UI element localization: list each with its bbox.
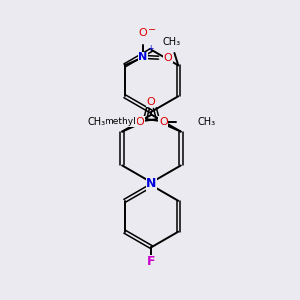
Text: O: O [159, 117, 168, 127]
Text: O: O [147, 97, 155, 106]
Text: O: O [148, 97, 156, 106]
Text: O: O [135, 117, 144, 127]
Text: O: O [164, 53, 172, 63]
Text: O: O [139, 28, 147, 38]
Text: methyl: methyl [105, 117, 136, 126]
Text: N: N [146, 177, 157, 190]
Text: −: − [148, 25, 156, 35]
Text: N: N [138, 52, 148, 62]
Text: CH₃: CH₃ [197, 117, 215, 127]
Text: F: F [147, 255, 156, 268]
Text: +: + [147, 44, 153, 53]
Text: CH₃: CH₃ [88, 117, 106, 127]
Text: CH₃: CH₃ [162, 37, 181, 46]
